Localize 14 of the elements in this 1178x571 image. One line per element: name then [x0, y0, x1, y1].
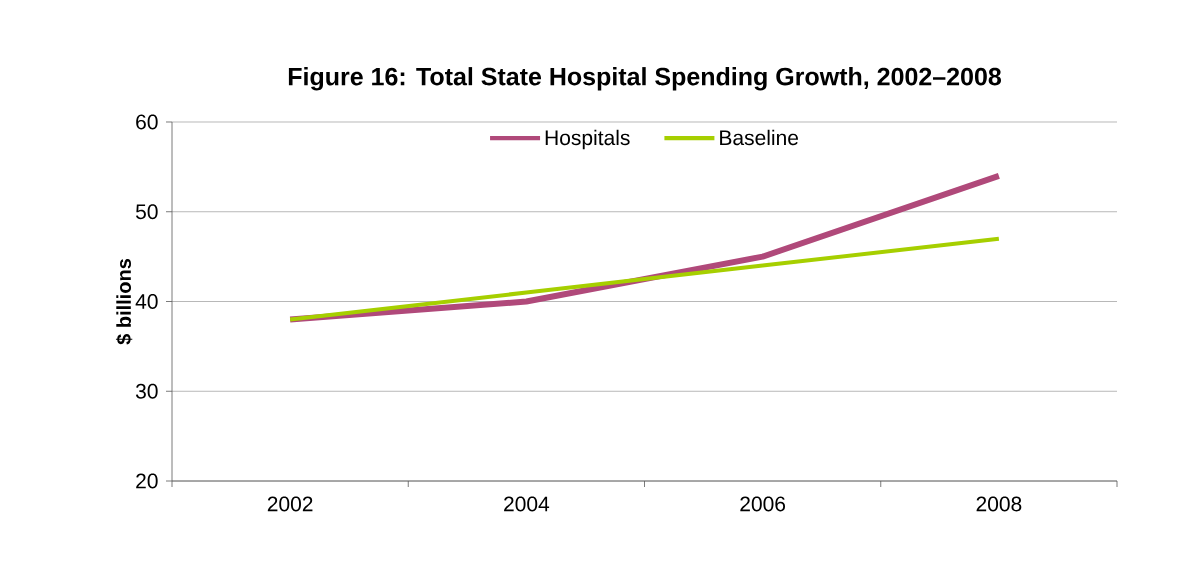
legend-label: Hospitals	[545, 129, 630, 150]
x-tick-label: 2002	[267, 496, 313, 512]
y-tick-label: 20	[136, 473, 158, 489]
y-axis-title: $ billions	[115, 258, 133, 345]
y-tick-label: 60	[136, 114, 158, 130]
chart-title: Figure 16: Total State Hospital Spending Growth, 2002–2008	[288, 67, 1002, 91]
x-tick-label: 2006	[740, 496, 786, 512]
x-tick-label: 2004	[504, 496, 550, 512]
y-tick-label: 40	[135, 294, 158, 309]
line-series	[288, 236, 1001, 322]
y-tick-label: 30	[135, 383, 158, 399]
y-tick-label: 50	[135, 204, 158, 220]
x-tick-label: 2008	[976, 496, 1022, 512]
legend-label: Baseline	[720, 129, 799, 146]
